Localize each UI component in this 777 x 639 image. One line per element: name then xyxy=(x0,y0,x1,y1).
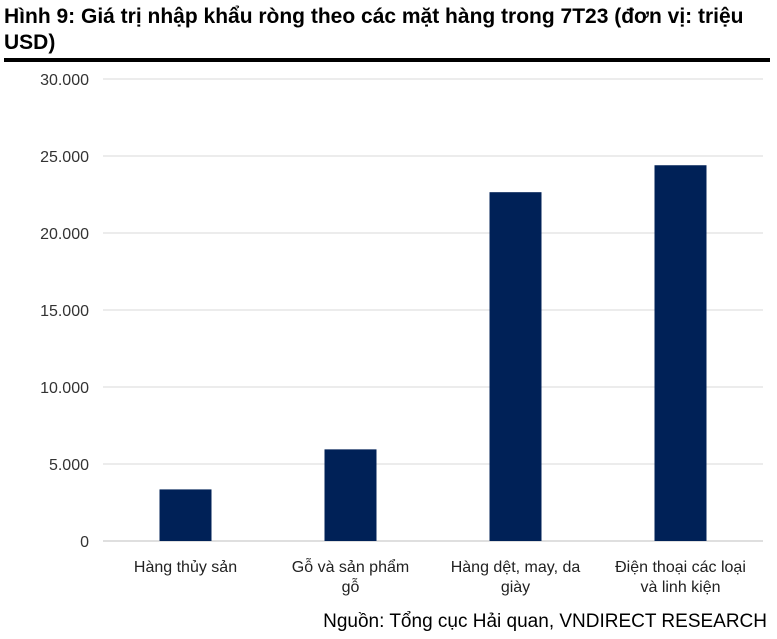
y-tick-label: 20.000 xyxy=(40,226,89,243)
y-tick-label: 25.000 xyxy=(40,149,89,166)
figure-title: Hình 9: Giá trị nhập khẩu ròng theo các … xyxy=(4,5,744,54)
x-tick-label: Hàng dệt, may, da xyxy=(451,559,581,576)
y-tick-label: 15.000 xyxy=(40,303,89,320)
y-tick-label: 30.000 xyxy=(40,72,89,89)
gridlines xyxy=(103,78,763,542)
x-tick-label: Gỗ và sản phẩm xyxy=(292,557,409,576)
x-tick-label: Hàng thủy sản xyxy=(134,559,237,576)
y-tick-label: 5.000 xyxy=(49,457,89,474)
y-tick-label: 0 xyxy=(80,534,89,551)
bar xyxy=(324,449,377,541)
x-tick-label: giày xyxy=(501,579,530,596)
title-rule xyxy=(4,58,770,62)
x-tick-label: gỗ xyxy=(342,577,360,596)
x-tick-label: Điện thoại các loại xyxy=(615,559,746,576)
source-note: Nguồn: Tổng cục Hải quan, VNDIRECT RESEA… xyxy=(323,611,767,632)
bars xyxy=(159,165,707,542)
bar xyxy=(159,489,212,541)
x-tick-label: và linh kiện xyxy=(640,579,720,596)
bar xyxy=(489,192,542,541)
y-tick-label: 10.000 xyxy=(40,380,89,397)
bar xyxy=(654,165,707,542)
y-axis-ticks: 0 5.000 10.000 15.000 20.000 25.000 30.000 xyxy=(40,72,89,551)
